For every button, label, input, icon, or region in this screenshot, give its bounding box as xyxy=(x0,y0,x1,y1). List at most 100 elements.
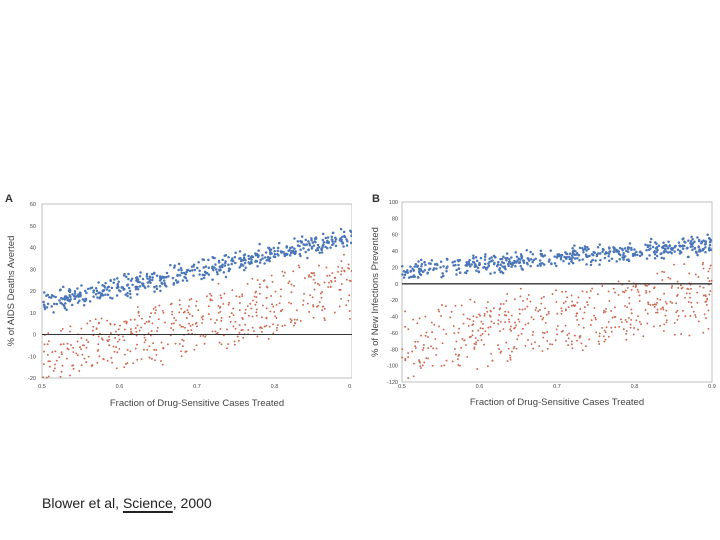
point-red xyxy=(232,325,235,328)
point-red xyxy=(85,346,88,349)
point-blue xyxy=(320,248,323,252)
point-red xyxy=(441,342,444,345)
point-red xyxy=(665,321,668,324)
point-red xyxy=(187,329,189,332)
point-blue xyxy=(668,244,672,247)
point-blue xyxy=(439,266,442,269)
point-red xyxy=(235,295,238,298)
point-blue xyxy=(514,260,517,264)
point-blue xyxy=(608,259,611,262)
point-blue xyxy=(163,282,167,285)
point-red xyxy=(148,356,151,359)
point-red xyxy=(458,327,461,330)
point-blue xyxy=(321,238,325,242)
point-blue xyxy=(696,253,699,257)
point-blue xyxy=(192,274,195,277)
point-red xyxy=(171,310,174,313)
point-blue xyxy=(454,263,457,267)
point-red xyxy=(53,367,56,370)
point-red xyxy=(280,288,282,291)
point-red xyxy=(209,299,212,302)
point-red xyxy=(161,309,164,312)
point-blue xyxy=(708,249,711,252)
point-blue xyxy=(428,267,432,271)
point-blue xyxy=(73,292,77,295)
point-blue xyxy=(501,265,504,268)
point-red xyxy=(564,290,567,293)
point-blue xyxy=(704,246,707,249)
point-blue xyxy=(146,281,150,284)
point-blue xyxy=(601,247,605,251)
point-blue xyxy=(510,256,513,259)
point-blue xyxy=(595,254,599,258)
point-red xyxy=(347,263,350,266)
point-blue xyxy=(633,254,637,257)
point-red xyxy=(337,265,340,268)
point-blue xyxy=(296,240,300,243)
point-red xyxy=(675,302,678,305)
point-blue xyxy=(532,258,535,262)
point-red xyxy=(688,292,691,295)
point-red xyxy=(640,323,642,326)
point-blue xyxy=(221,258,224,262)
point-red xyxy=(317,304,320,307)
point-red xyxy=(178,311,181,314)
point-red xyxy=(288,301,290,304)
point-blue xyxy=(254,252,257,255)
point-red xyxy=(420,367,422,369)
point-red xyxy=(265,296,268,299)
point-red xyxy=(455,340,458,343)
point-red xyxy=(562,302,565,304)
point-red xyxy=(312,316,315,319)
point-red xyxy=(638,320,641,323)
point-red xyxy=(502,302,505,305)
point-red xyxy=(255,308,258,311)
point-blue xyxy=(662,241,665,245)
point-red xyxy=(556,333,559,336)
point-red xyxy=(112,345,115,348)
point-red xyxy=(314,281,317,284)
point-red xyxy=(653,303,656,306)
point-red xyxy=(598,335,601,338)
point-blue xyxy=(615,248,618,252)
point-red xyxy=(59,375,62,378)
point-red xyxy=(690,301,693,304)
point-blue xyxy=(329,246,332,249)
point-red xyxy=(123,339,126,342)
point-blue xyxy=(608,246,611,249)
point-blue xyxy=(207,258,210,262)
point-red xyxy=(437,308,440,311)
citation-journal[interactable]: Science xyxy=(122,495,173,511)
point-red xyxy=(707,277,709,280)
point-blue xyxy=(548,258,551,261)
point-blue xyxy=(186,268,190,272)
point-blue xyxy=(150,278,154,282)
point-blue xyxy=(219,265,222,269)
point-red xyxy=(702,261,705,264)
point-blue xyxy=(111,297,114,300)
point-blue xyxy=(689,239,693,243)
point-blue xyxy=(331,243,334,247)
point-blue xyxy=(289,251,293,255)
point-red xyxy=(515,347,518,350)
point-red xyxy=(148,315,151,318)
point-red xyxy=(425,357,428,360)
point-red xyxy=(665,302,668,305)
point-red xyxy=(202,315,204,318)
point-blue xyxy=(257,249,260,252)
point-red xyxy=(561,290,564,293)
point-red xyxy=(42,376,45,379)
point-red xyxy=(250,307,253,310)
point-blue xyxy=(622,256,626,259)
point-blue xyxy=(704,250,707,254)
point-red xyxy=(201,322,204,324)
point-blue xyxy=(73,289,77,293)
point-red xyxy=(564,324,567,327)
point-red xyxy=(478,313,480,316)
point-blue xyxy=(466,263,470,266)
point-blue xyxy=(607,252,611,256)
point-red xyxy=(60,370,63,373)
point-red xyxy=(680,287,683,290)
point-red xyxy=(244,312,247,315)
point-blue xyxy=(334,244,338,248)
